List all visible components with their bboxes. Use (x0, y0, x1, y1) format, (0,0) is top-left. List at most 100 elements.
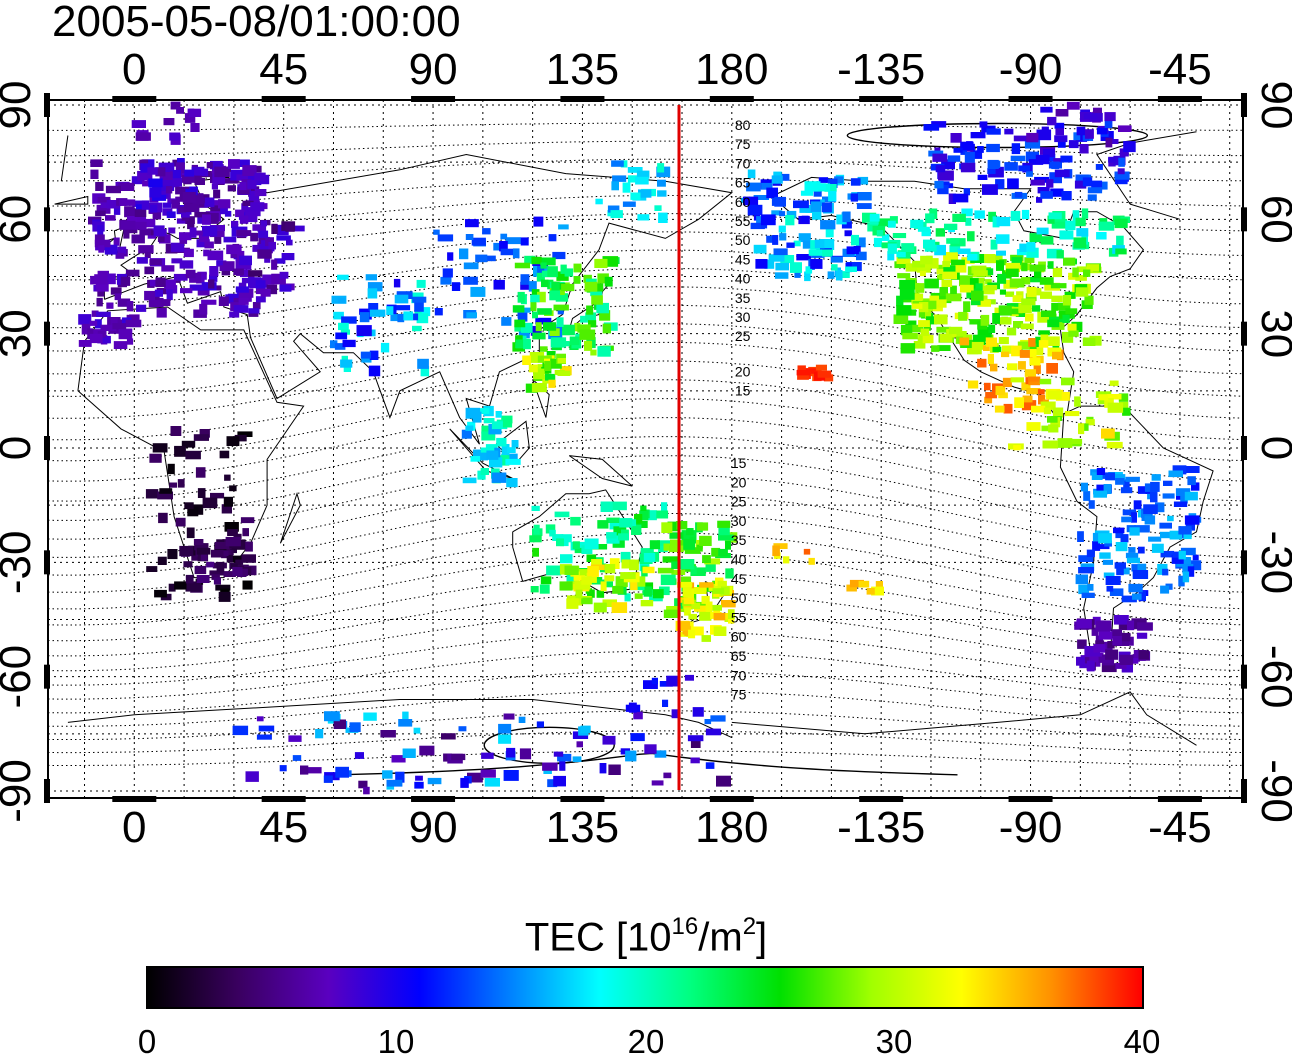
latitude-label: 30 (0, 309, 40, 358)
tec-cell (1022, 395, 1033, 403)
tec-cell (113, 341, 128, 349)
tec-cell (974, 210, 985, 219)
tec-cell (391, 755, 406, 763)
tec-cell (1115, 662, 1127, 669)
tec-cell (242, 580, 253, 590)
tec-cell (716, 775, 731, 787)
tec-cell (157, 556, 167, 565)
tec-cell (869, 213, 880, 222)
tec-cell (232, 725, 249, 736)
tec-cell (1119, 401, 1129, 410)
tec-cell (144, 266, 155, 275)
tec-cell (166, 285, 178, 294)
tec-cell (966, 334, 973, 340)
tec-cell (1150, 481, 1160, 492)
tec-cell (1026, 247, 1039, 258)
tec-cell (998, 305, 1012, 316)
tec-cell (201, 299, 217, 305)
longitude-label: 45 (259, 45, 308, 94)
tec-cell (970, 150, 983, 159)
tec-cell (561, 534, 572, 543)
tec-cell (442, 268, 453, 278)
tec-cell (622, 201, 636, 207)
tec-cell (977, 146, 984, 153)
tec-cell (699, 610, 712, 621)
tec-cell (637, 576, 646, 587)
tec-cell (1049, 153, 1056, 162)
tec-cell (559, 760, 566, 771)
tec-cell (999, 289, 1006, 295)
tec-cell (1119, 148, 1129, 157)
tec-cell (166, 211, 176, 218)
tec-cell (535, 317, 552, 325)
tec-cell (778, 225, 786, 233)
tec-cell (223, 571, 236, 577)
tec-cell (125, 319, 142, 328)
tec-cell (149, 259, 162, 265)
frame-tick-bar (1241, 436, 1247, 460)
tec-cell (949, 245, 961, 253)
tec-cell (98, 245, 105, 253)
tec-cell (183, 248, 194, 258)
tec-cell (529, 535, 542, 543)
tec-cell (1076, 126, 1086, 136)
tec-cell (209, 570, 224, 576)
tec-cell (836, 214, 847, 225)
tec-cell (643, 586, 652, 597)
tec-cell (1105, 472, 1115, 481)
tec-cell (1003, 403, 1013, 414)
tec-cell (896, 254, 911, 264)
tec-cell (458, 726, 467, 732)
tec-cell (197, 289, 210, 296)
frame-tick-bar (44, 436, 50, 460)
tec-cell (1175, 488, 1191, 496)
tec-cell (1078, 423, 1085, 435)
tec-cell (804, 181, 821, 192)
tec-cell (126, 301, 134, 312)
tec-cell (1136, 632, 1148, 639)
tec-cell (279, 284, 292, 292)
tec-cell (1081, 208, 1089, 219)
frame-tick-bar (560, 796, 605, 802)
tec-cell (956, 331, 967, 340)
tec-cell (1078, 567, 1094, 574)
tec-cell (651, 677, 658, 685)
tec-cell (547, 779, 558, 788)
tec-cell (214, 233, 222, 244)
tec-cell (959, 275, 973, 287)
tec-cell (931, 345, 940, 352)
tec-cell (635, 176, 649, 185)
tec-cell (206, 561, 215, 568)
tec-cell (1125, 476, 1140, 482)
tec-cell (725, 540, 731, 550)
tec-cell (212, 200, 220, 206)
tec-cell (609, 522, 622, 530)
magnetic-contour (48, 213, 1243, 256)
tec-cell (96, 311, 111, 317)
tec-cell (146, 566, 158, 572)
tec-cell (766, 235, 776, 243)
tec-cell (1026, 242, 1036, 252)
tec-cell (192, 193, 204, 204)
tec-cell (151, 294, 160, 300)
tec-cell (969, 278, 979, 289)
tec-cell (135, 132, 151, 141)
tec-cell (627, 175, 640, 183)
longitude-label: -135 (837, 45, 925, 94)
tec-cell (1093, 490, 1107, 498)
tec-cell (830, 256, 843, 263)
frame-tick-bar (44, 93, 50, 117)
tec-cell (237, 250, 245, 261)
tec-cell (507, 447, 516, 453)
tec-cell (572, 756, 582, 762)
frame-tick-bar (709, 96, 754, 102)
tec-cell (560, 554, 573, 564)
tec-cell (1013, 135, 1030, 142)
tec-cell (1078, 555, 1094, 562)
tec-cell (528, 281, 537, 292)
tec-cell (896, 251, 906, 258)
tec-cell (602, 323, 611, 334)
tec-cell (1098, 533, 1112, 544)
tec-cell (154, 289, 163, 297)
tec-cell (543, 322, 557, 331)
